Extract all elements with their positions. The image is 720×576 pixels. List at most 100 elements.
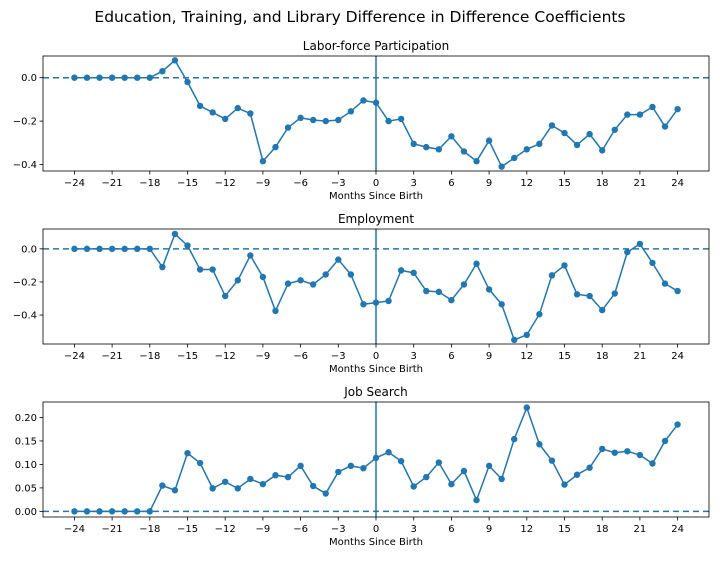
panel-3-point — [309, 482, 317, 490]
panel-2-x-tick-label: −21 — [102, 351, 123, 362]
panel-1-x-axis-label: Months Since Birth — [329, 191, 423, 202]
panel-1-point — [209, 109, 216, 116]
panel-3-x-tick-label: 3 — [411, 524, 417, 535]
panel-1-x-tick-label: 18 — [596, 178, 609, 189]
panel-2-point — [674, 287, 681, 295]
panel-3-x-tick-label: −18 — [139, 524, 160, 535]
panel-2-point — [184, 242, 191, 249]
panel-3-x-axis-label: Months Since Birth — [329, 537, 423, 548]
panel-3-point — [159, 482, 166, 489]
panel-2-point — [410, 269, 417, 277]
panel-1-point — [661, 123, 669, 130]
panel-2-point — [485, 286, 493, 293]
panel-2-point — [385, 297, 392, 305]
panel-1-point — [460, 148, 468, 155]
panel-1-title: Labor-force Participation — [303, 39, 449, 53]
panel-3-x-tick-label: −24 — [64, 524, 85, 535]
panel-2-point — [473, 260, 480, 267]
panel-1-point — [171, 57, 179, 64]
panel-1-point — [397, 115, 405, 123]
panel-3-point — [196, 459, 204, 467]
panel-3-point — [297, 462, 304, 470]
panel-1-point — [598, 147, 606, 154]
panel-1-point — [410, 140, 417, 148]
panel-3-point — [96, 508, 103, 515]
panel-2-point — [347, 271, 355, 278]
panel-3-point — [184, 449, 191, 457]
panel-1-point — [573, 141, 581, 149]
panel-1-point — [71, 74, 78, 81]
panel-3-point — [322, 490, 329, 497]
panel-1-point — [234, 104, 241, 112]
panel-3-point — [272, 472, 279, 479]
panel-2-point — [309, 281, 317, 288]
panel-3-point — [259, 480, 267, 488]
panel-3-point — [636, 451, 644, 459]
panel-3-point — [284, 473, 292, 481]
panel-3-point — [611, 449, 618, 456]
panel-2-x-tick-label: 21 — [634, 351, 647, 362]
panel-2-point — [586, 292, 593, 300]
panel-2-x-tick-label: 6 — [448, 351, 454, 362]
panel-1-x-tick-label: 15 — [558, 178, 571, 189]
panel-1-point — [83, 74, 91, 81]
panel-3-point — [661, 437, 669, 445]
panel-1-point — [649, 103, 656, 111]
panel-3-point — [649, 460, 656, 467]
panel-3-point — [347, 462, 355, 470]
panel-2-x-tick-label: 18 — [596, 351, 609, 362]
panel-1-point — [121, 74, 128, 81]
panel-2-x-tick-label: 3 — [411, 351, 417, 362]
panel-3-y-tick-label: 0.00 — [15, 507, 37, 518]
panel-1-x-tick-label: 9 — [486, 178, 492, 189]
panel-1-point — [435, 146, 443, 153]
panel-2-point — [561, 262, 568, 269]
panel-1-point — [448, 133, 455, 140]
panel-2-point — [71, 245, 78, 253]
panel-1-x-tick-label: 24 — [671, 178, 684, 189]
panel-2-point — [598, 306, 606, 314]
panel-1-point — [284, 124, 292, 131]
panel-3-point — [108, 508, 116, 515]
panel-1-x-tick-label: −12 — [215, 178, 236, 189]
panel-3-point — [134, 508, 141, 515]
panel-1-point — [360, 97, 367, 104]
panel-1-point — [297, 114, 304, 122]
panel-3-point — [397, 457, 405, 465]
panel-1-point — [511, 154, 518, 162]
panel-2-x-tick-label: 0 — [373, 351, 379, 362]
panel-3-x-tick-label: 12 — [520, 524, 533, 535]
panel-2-point — [222, 292, 229, 300]
panel-2-point — [259, 273, 267, 281]
panel-3-y-tick-label: 0.15 — [15, 436, 37, 447]
panel-1-point — [674, 105, 681, 113]
panel-3-point — [573, 471, 581, 478]
panel-1-x-tick-label: −6 — [293, 178, 308, 189]
panel-2-point — [548, 272, 556, 279]
panel-2-point — [573, 291, 581, 298]
panel-1-y-tick-label: −0.4 — [13, 160, 37, 171]
panel-1-point — [548, 122, 556, 129]
panel-3-point — [485, 462, 493, 470]
panel-3-point — [548, 457, 556, 464]
panel-3-point — [511, 435, 518, 443]
figure-title: Education, Training, and Library Differe… — [94, 8, 626, 26]
panel-3-point — [83, 508, 91, 515]
panel-3-x-tick-label: −15 — [177, 524, 198, 535]
panel-2-point — [460, 281, 468, 288]
panel-1-point — [247, 110, 254, 117]
panel-2-x-tick-label: 24 — [671, 351, 684, 362]
panel-1-point — [108, 74, 116, 81]
panel-3-title: Job Search — [343, 385, 408, 399]
panel-3-point — [498, 475, 505, 483]
panel-3-x-tick-label: 21 — [634, 524, 647, 535]
panel-1-point — [372, 99, 380, 106]
panel-2-point — [159, 263, 166, 271]
panel-2-y-tick-label: 0.0 — [21, 244, 37, 255]
panel-1-x-tick-label: 3 — [411, 178, 417, 189]
panel-2-point — [536, 311, 543, 318]
panel-3-point — [561, 481, 568, 488]
panel-2-point — [661, 280, 669, 287]
panel-3-x-tick-label: 24 — [671, 524, 684, 535]
panel-3-point — [523, 404, 530, 411]
